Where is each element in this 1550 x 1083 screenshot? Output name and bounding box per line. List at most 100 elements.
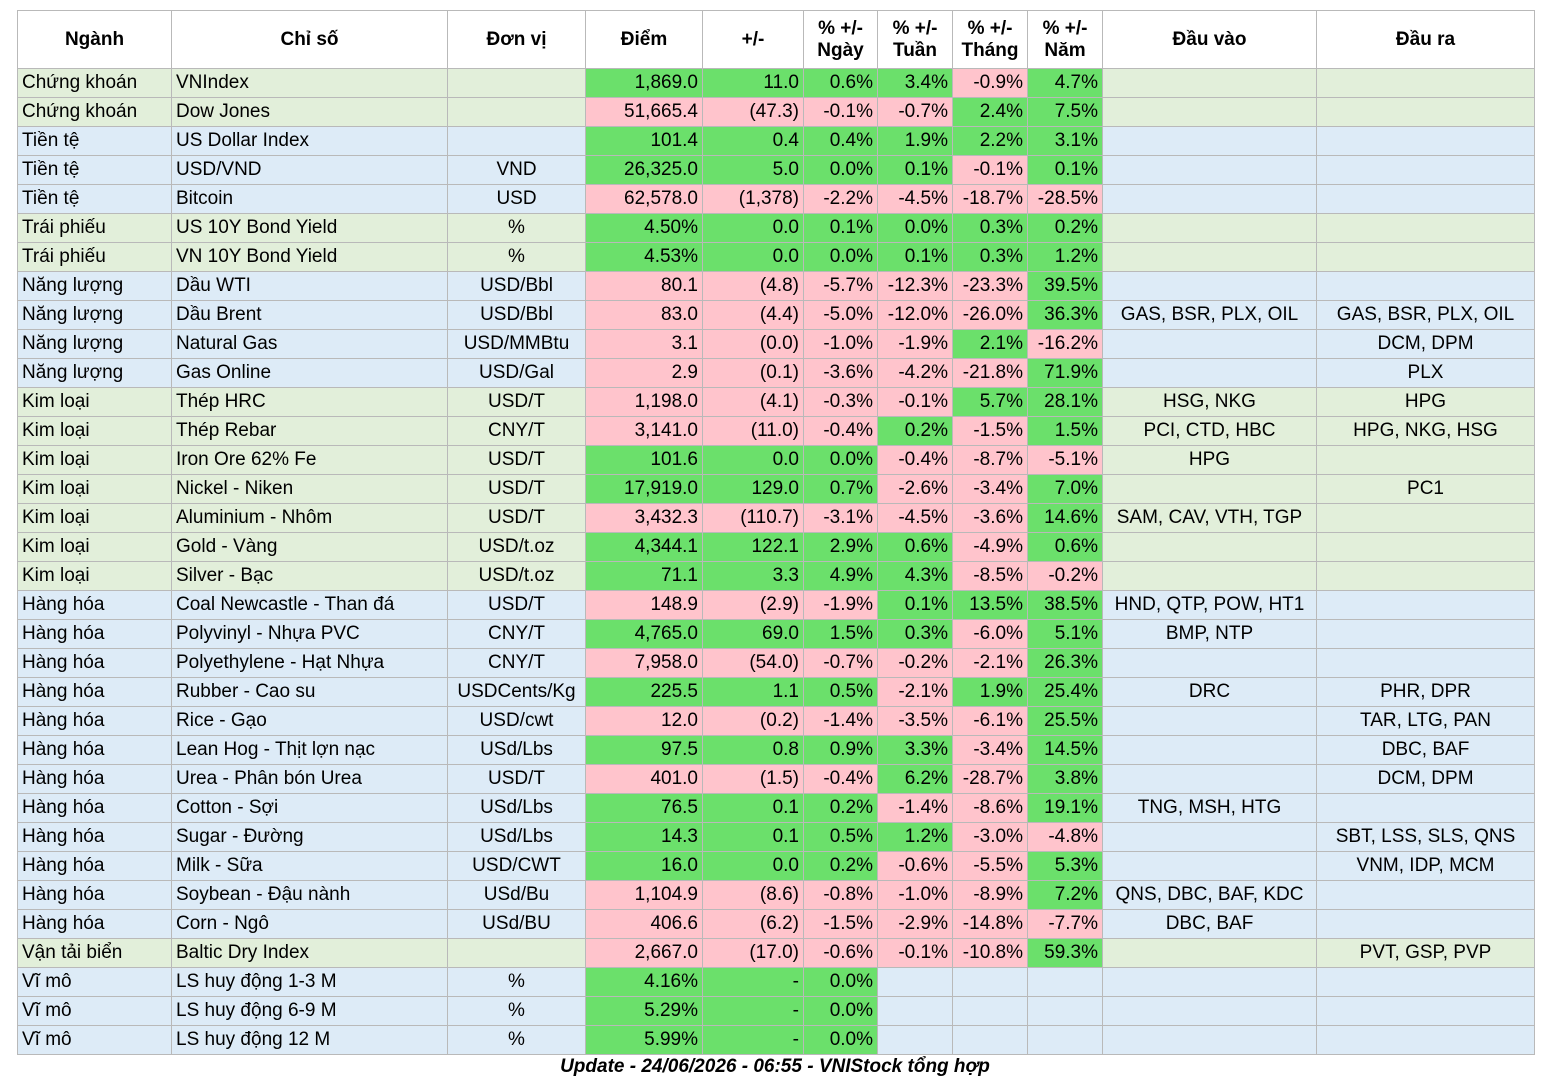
cell-sector: Năng lượng (17, 300, 172, 330)
cell-points: 3.1 (585, 329, 703, 359)
cell-points: 2.9 (585, 358, 703, 388)
cell-inputs (1102, 97, 1317, 127)
cell-index-name: Thép Rebar (171, 416, 448, 446)
cell-unit: % (447, 242, 586, 272)
cell-unit (447, 938, 586, 968)
cell-pct-month (952, 967, 1028, 997)
column-header-line: Tuần (893, 39, 937, 61)
cell-pct-year: 14.6% (1027, 503, 1103, 533)
column-header-line: Đầu vào (1172, 28, 1247, 50)
cell-pct-month: 0.3% (952, 213, 1028, 243)
cell-index-name: Rubber - Cao su (171, 677, 448, 707)
column-header: Điểm (585, 10, 703, 69)
cell-pct-week: -3.5% (877, 706, 953, 736)
column-header-line: % +/- (967, 17, 1013, 39)
cell-unit: CNY/T (447, 416, 586, 446)
cell-change: 0.1 (702, 793, 804, 823)
table-row: Kim loại Silver - Bạc USD/t.oz 71.1 3.3 4.9% 4… (17, 561, 1535, 591)
cell-pct-week (877, 996, 953, 1026)
cell-pct-week: 0.1% (877, 590, 953, 620)
cell-inputs (1102, 561, 1317, 591)
column-header: % +/- Tháng (952, 10, 1028, 69)
cell-pct-day: -3.1% (803, 503, 878, 533)
cell-pct-week: 1.2% (877, 822, 953, 852)
cell-pct-week: 6.2% (877, 764, 953, 794)
cell-points: 101.4 (585, 126, 703, 156)
cell-inputs: BMP, NTP (1102, 619, 1317, 649)
table-row: Vĩ mô LS huy động 12 M% 5.99% -0.0% (17, 1025, 1535, 1055)
cell-pct-month: -4.9% (952, 532, 1028, 562)
cell-sector: Trái phiếu (17, 213, 172, 243)
cell-outputs (1316, 619, 1535, 649)
cell-index-name: Soybean - Đậu nành (171, 880, 448, 910)
cell-outputs: SBT, LSS, SLS, QNS (1316, 822, 1535, 852)
table-row: Năng lượng Dầu Brent USD/Bbl 83.0 (4.4) -5.0%… (17, 300, 1535, 330)
cell-change: 129.0 (702, 474, 804, 504)
column-header: Đơn vị (447, 10, 586, 69)
cell-pct-month: 0.3% (952, 242, 1028, 272)
cell-pct-day: -0.4% (803, 764, 878, 794)
cell-outputs (1316, 648, 1535, 678)
cell-unit: USD/T (447, 764, 586, 794)
cell-sector: Vĩ mô (17, 967, 172, 997)
cell-change: 122.1 (702, 532, 804, 562)
cell-pct-year: 1.2% (1027, 242, 1103, 272)
cell-inputs: DRC (1102, 677, 1317, 707)
cell-pct-week: 0.2% (877, 416, 953, 446)
cell-sector: Kim loại (17, 474, 172, 504)
cell-sector: Tiền tệ (17, 126, 172, 156)
cell-points: 4.50% (585, 213, 703, 243)
cell-pct-year: 39.5% (1027, 271, 1103, 301)
cell-inputs (1102, 648, 1317, 678)
cell-outputs (1316, 213, 1535, 243)
cell-change: 0.0 (702, 445, 804, 475)
cell-pct-year: -0.2% (1027, 561, 1103, 591)
cell-points: 14.3 (585, 822, 703, 852)
cell-pct-day: -0.4% (803, 416, 878, 446)
cell-pct-year: 19.1% (1027, 793, 1103, 823)
cell-sector: Tiền tệ (17, 184, 172, 214)
cell-change: (11.0) (702, 416, 804, 446)
column-header: % +/- Năm (1027, 10, 1103, 69)
cell-pct-week: -12.0% (877, 300, 953, 330)
cell-change: 3.3 (702, 561, 804, 591)
cell-points: 62,578.0 (585, 184, 703, 214)
cell-pct-day: -1.5% (803, 909, 878, 939)
cell-change: 0.4 (702, 126, 804, 156)
cell-pct-week: -0.1% (877, 938, 953, 968)
cell-pct-year: 59.3% (1027, 938, 1103, 968)
cell-inputs (1102, 213, 1317, 243)
cell-index-name: Bitcoin (171, 184, 448, 214)
cell-points: 3,432.3 (585, 503, 703, 533)
cell-pct-week: -0.1% (877, 387, 953, 417)
cell-index-name: Aluminium - Nhôm (171, 503, 448, 533)
cell-pct-week: 3.4% (877, 68, 953, 98)
column-header: % +/- Tuần (877, 10, 953, 69)
cell-inputs (1102, 329, 1317, 359)
table-row: Hàng hóa Polyethylene - Hạt Nhựa CNY/T 7,95… (17, 648, 1535, 678)
cell-pct-week: -2.9% (877, 909, 953, 939)
cell-points: 97.5 (585, 735, 703, 765)
cell-change: (1,378) (702, 184, 804, 214)
table-row: Kim loại Nickel - Niken USD/T 17,919.0 129.0… (17, 474, 1535, 504)
cell-points: 76.5 (585, 793, 703, 823)
cell-inputs: HND, QTP, POW, HT1 (1102, 590, 1317, 620)
cell-pct-year: 28.1% (1027, 387, 1103, 417)
cell-points: 401.0 (585, 764, 703, 794)
cell-pct-day: -1.9% (803, 590, 878, 620)
cell-index-name: US Dollar Index (171, 126, 448, 156)
cell-inputs (1102, 851, 1317, 881)
cell-outputs: PC1 (1316, 474, 1535, 504)
cell-pct-week: -0.6% (877, 851, 953, 881)
column-header-line: Đầu ra (1395, 28, 1456, 50)
cell-unit: VND (447, 155, 586, 185)
table-row: Kim loại Gold - Vàng USD/t.oz 4,344.1 122.1 2… (17, 532, 1535, 562)
cell-change: (4.4) (702, 300, 804, 330)
cell-pct-week: 4.3% (877, 561, 953, 591)
cell-sector: Hàng hóa (17, 793, 172, 823)
cell-index-name: Dầu Brent (171, 300, 448, 330)
cell-pct-year (1027, 996, 1103, 1026)
cell-change: (54.0) (702, 648, 804, 678)
cell-pct-year: 4.7% (1027, 68, 1103, 98)
cell-points: 4,344.1 (585, 532, 703, 562)
